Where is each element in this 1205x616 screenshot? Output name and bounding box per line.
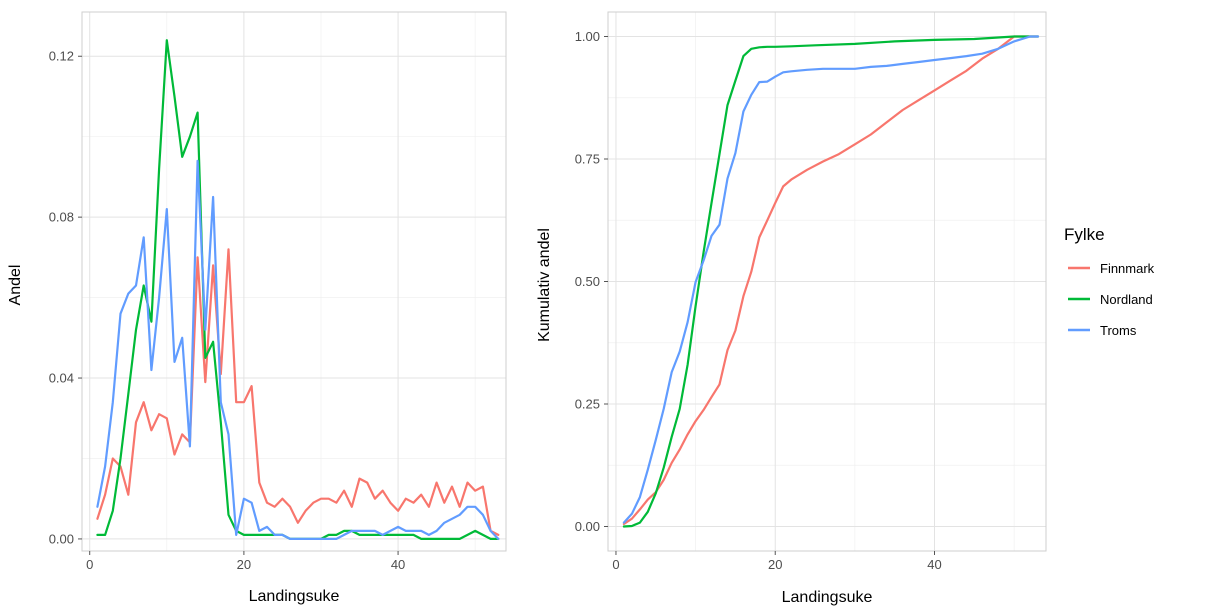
x-tick-label: 20	[237, 557, 251, 572]
panel-left: 0 20 40 0.00 0.04 0.08 0.12 Landingsuke Andel	[7, 11, 507, 605]
series-line-finnmark	[622, 35, 1040, 526]
y-tick-label: 1.00	[575, 29, 600, 44]
y-tick-label: 0.25	[575, 397, 600, 412]
y-tick-label: 0.12	[49, 49, 74, 64]
x-tick-label: 20	[768, 557, 782, 572]
y-tick-label: 0.50	[575, 274, 600, 289]
y-tick-label: 0.00	[49, 531, 74, 546]
series-lines	[96, 39, 500, 541]
series-line-troms	[622, 35, 1040, 524]
panel-right: 0 20 40 0.00 0.25 0.50 0.75 1.00 Landingsuke Kumu…	[536, 11, 1047, 606]
series-line-nordland	[622, 35, 1040, 528]
legend: Fylke Finnmark Nordland Troms	[1064, 225, 1155, 338]
series-line-finnmark	[96, 248, 500, 537]
legend-label: Troms	[1100, 323, 1137, 338]
y-tick-label: 0.04	[49, 371, 74, 386]
y-tick-label: 0.75	[575, 152, 600, 167]
y-tick-label: 0.08	[49, 210, 74, 225]
legend-title: Fylke	[1064, 225, 1105, 244]
series-lines	[622, 35, 1040, 528]
legend-label: Finnmark	[1100, 261, 1155, 276]
plot-border	[81, 11, 507, 552]
legend-label: Nordland	[1100, 292, 1153, 307]
x-tick-label: 40	[391, 557, 405, 572]
series-line-troms	[96, 159, 500, 541]
x-tick-label: 0	[612, 557, 619, 572]
axis-ticks: 0 20 40 0.00 0.04 0.08 0.12	[49, 49, 406, 572]
x-axis-title: Landingsuke	[249, 588, 340, 605]
y-tick-label: 0.00	[575, 519, 600, 534]
y-axis-title: Andel	[7, 265, 24, 306]
y-axis-title: Kumulativ andel	[536, 228, 553, 342]
x-tick-label: 0	[86, 557, 93, 572]
x-tick-label: 40	[927, 557, 941, 572]
x-axis-title: Landingsuke	[782, 589, 873, 606]
axis-ticks: 0 20 40 0.00 0.25 0.50 0.75 1.00	[575, 29, 942, 572]
